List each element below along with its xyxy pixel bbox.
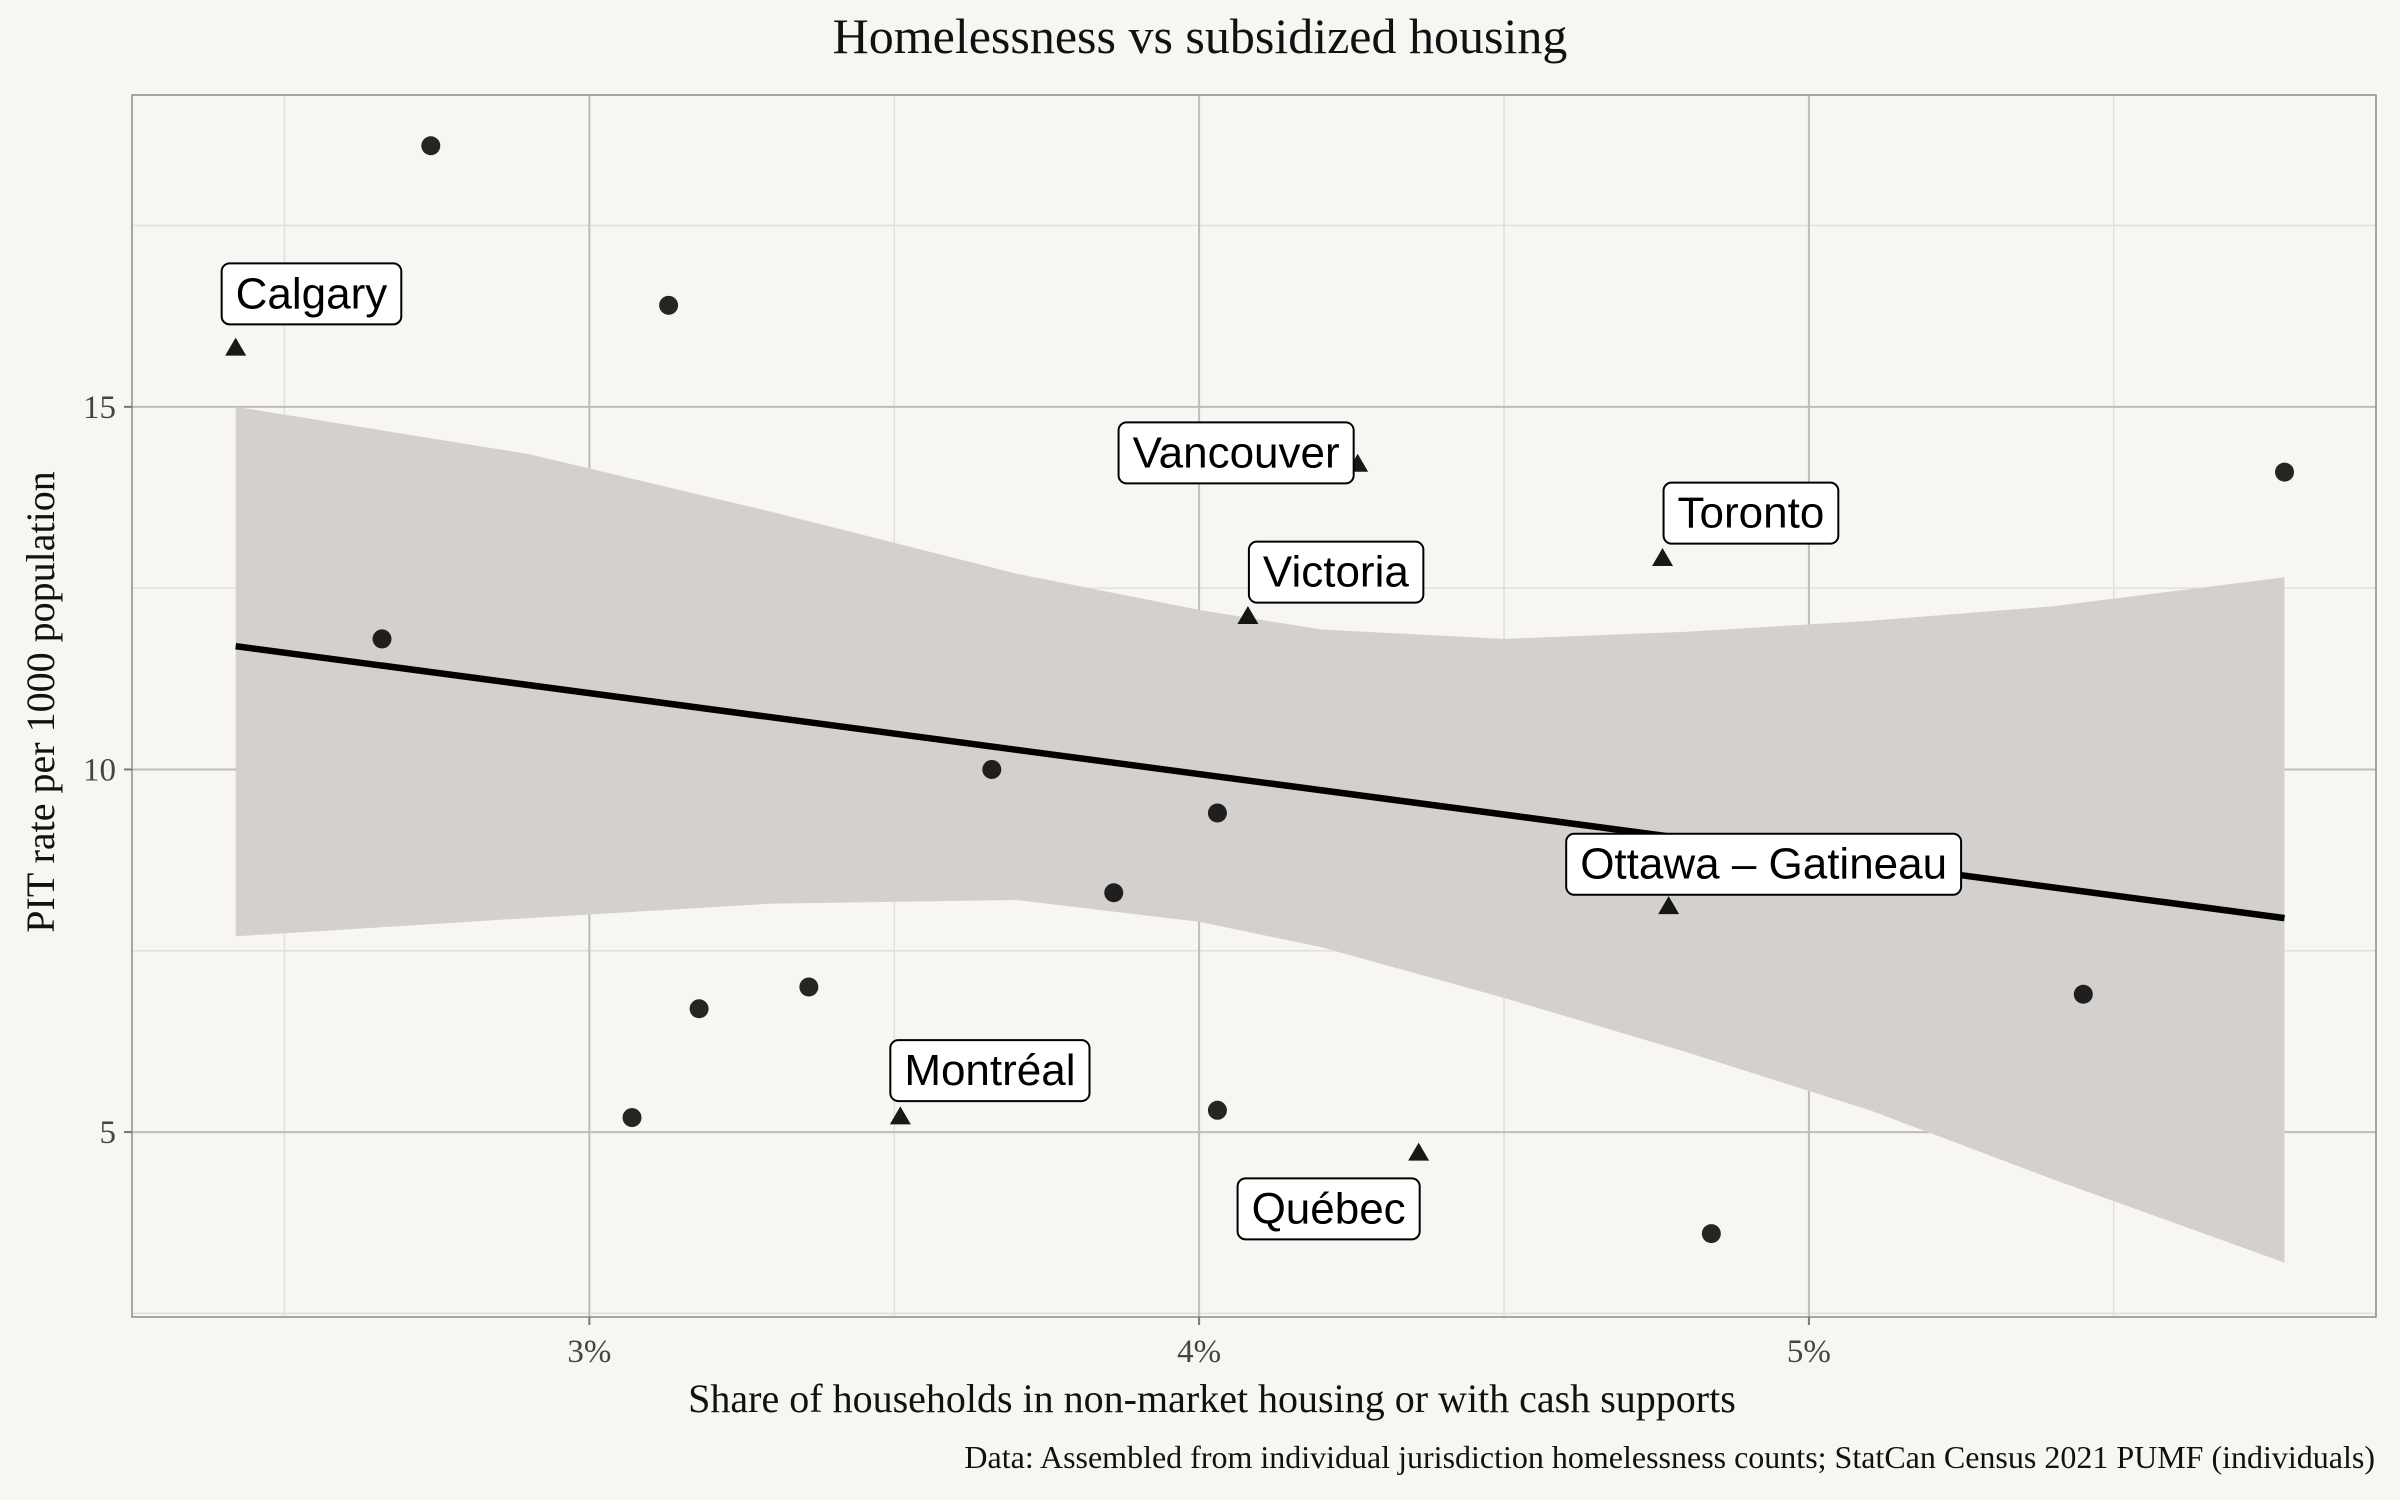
city-label-box (1565, 832, 1963, 896)
chart-caption: Data: Assembled from individual jurisdic… (964, 1439, 2375, 1475)
city-label: Montréal (889, 1039, 1091, 1103)
point-triangle (225, 337, 247, 356)
city-label: Ottawa – Gatineau (1565, 832, 1963, 896)
x-tick-label: 3% (567, 1334, 611, 1370)
point-circle (1207, 1100, 1227, 1120)
point-triangle (1237, 606, 1259, 625)
city-label: Toronto (1662, 481, 1840, 545)
city-label-text: Toronto (1678, 489, 1825, 538)
confidence-band (235, 406, 2285, 1263)
city-label-text: Québec (1252, 1184, 1406, 1233)
city-label-text: Montréal (904, 1046, 1075, 1095)
city-label-box (1236, 1177, 1421, 1241)
y-tick-label: 15 (83, 390, 116, 426)
point-circle (689, 999, 709, 1019)
x-axis-ticks: 3% 4% 5% (567, 1317, 1831, 1370)
point-triangle (889, 1106, 911, 1125)
x-axis-label: Share of households in non-market housin… (688, 1376, 1736, 1421)
point-circle (1701, 1224, 1721, 1244)
x-tick-label: 4% (1177, 1334, 1221, 1370)
point-circle (2073, 984, 2093, 1004)
city-label-box (889, 1039, 1091, 1103)
city-label-text: Victoria (1263, 548, 1409, 597)
city-label-text: Vancouver (1133, 428, 1340, 477)
panel-border (131, 94, 2377, 1318)
point-circle (2275, 462, 2295, 482)
point-circle (982, 759, 1002, 779)
city-label: Vancouver (1117, 421, 1355, 485)
point-circle (372, 629, 392, 649)
point-circle (622, 1108, 642, 1128)
point-triangle (1652, 547, 1674, 566)
y-tick-label: 10 (83, 752, 116, 788)
city-label-box (1662, 481, 1840, 545)
city-label-text: Calgary (236, 269, 388, 318)
city-label-box (220, 262, 403, 326)
point-triangle (1658, 896, 1680, 915)
city-label: Québec (1236, 1177, 1421, 1241)
point-circle (659, 295, 679, 315)
point-circle (1104, 883, 1124, 903)
city-label: Calgary (220, 262, 403, 326)
chart-title: Homelessness vs subsidized housing (833, 8, 1568, 64)
point-circle (1207, 803, 1227, 823)
city-label: Victoria (1247, 540, 1425, 604)
city-label-box (1247, 540, 1425, 604)
point-circle (421, 136, 441, 156)
data-points (225, 136, 2295, 1244)
y-axis-ticks: 5 10 15 (83, 390, 132, 1151)
y-axis-label: PIT rate per 1000 population (18, 471, 63, 932)
city-labels: Calgary Vancouver Toronto Victoria Ottawa – … (220, 262, 1963, 1241)
x-tick-label: 5% (1787, 1334, 1831, 1370)
point-circle (799, 977, 819, 997)
city-label-text: Ottawa – Gatineau (1580, 840, 1947, 889)
point-triangle (1408, 1142, 1430, 1161)
city-label-box (1117, 421, 1355, 485)
y-tick-label: 5 (100, 1115, 117, 1151)
